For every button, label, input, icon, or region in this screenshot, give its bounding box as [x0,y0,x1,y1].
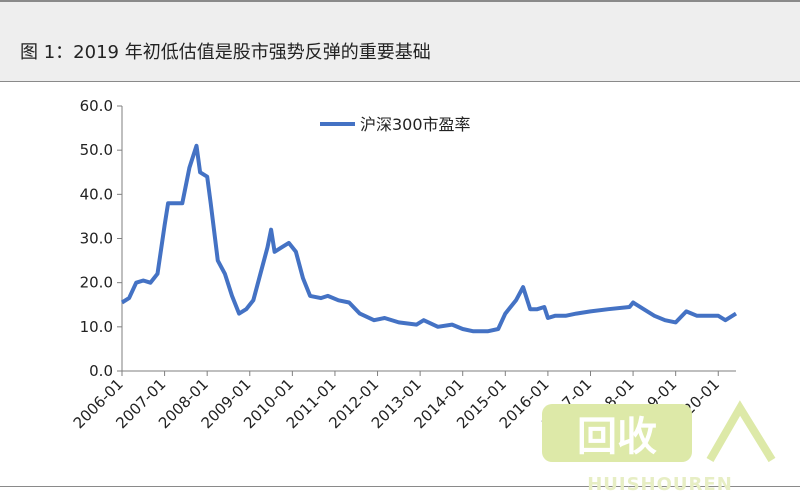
watermark-sub-text: HUISHOUREN [587,474,733,495]
y-tick-label: 60.0 [80,97,113,115]
legend-label: 沪深300市盈率 [360,115,471,134]
y-axis-ticks: 0.0 10.0 20.0 30.0 40.0 50.0 60.0 [80,97,122,380]
watermark-mark-icon [706,400,776,463]
y-tick-label: 20.0 [80,274,113,292]
watermark-logo: 回收 HUISHOUREN [542,400,776,495]
y-tick-label: 50.0 [80,141,113,159]
y-tick-label: 10.0 [80,318,113,336]
legend: 沪深300市盈率 [320,115,471,134]
series-line-pe [120,143,738,334]
y-tick-label: 30.0 [80,230,113,248]
y-tick-label: 0.0 [89,362,113,380]
title-bar: 图 1：2019 年初低估值是股市强势反弹的重要基础 [0,0,800,82]
y-tick-label: 40.0 [80,185,113,203]
chart-title: 图 1：2019 年初低估值是股市强势反弹的重要基础 [20,42,431,63]
watermark-logo-text: 回收 [577,414,657,460]
bottom-rule [0,486,800,487]
watermark-box [542,404,692,462]
